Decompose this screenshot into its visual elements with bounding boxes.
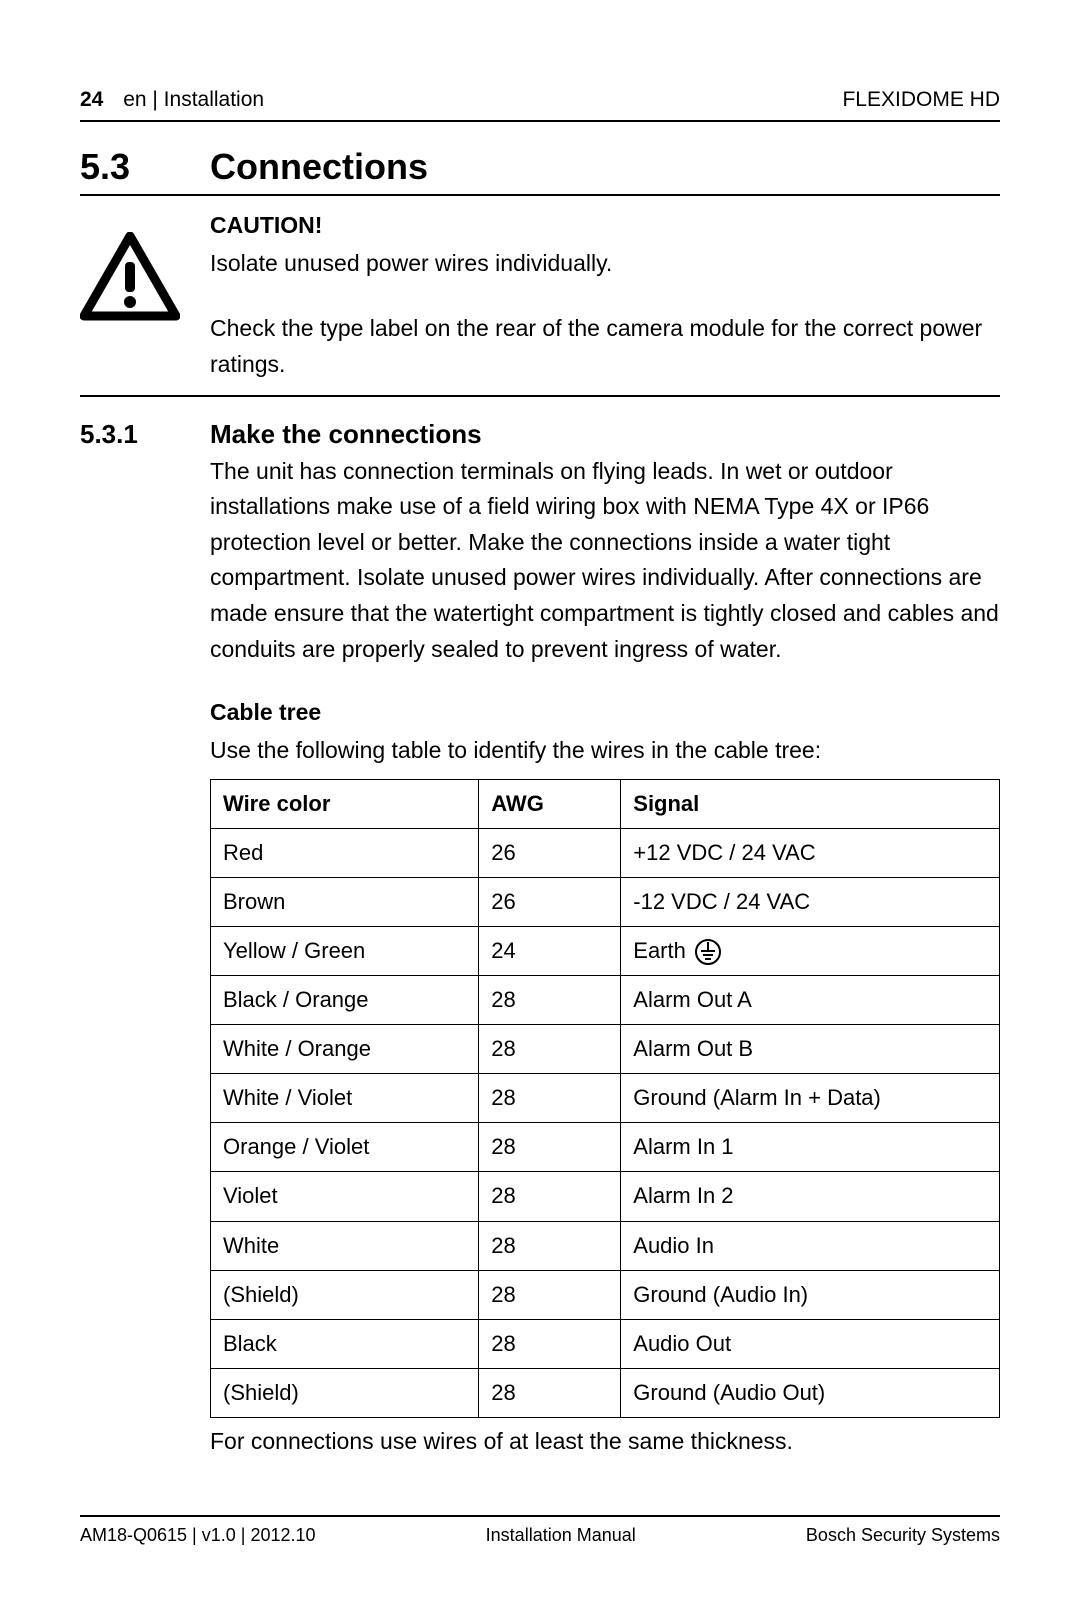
page-number: 24 [80,88,103,111]
col-header-wire-color: Wire color [211,779,479,828]
table-row: Orange / Violet28Alarm In 1 [211,1123,1000,1172]
cell-awg: 26 [479,828,621,877]
subsection-title: Make the connections [210,419,482,450]
page-header: 24 en | Installation FLEXIDOME HD [80,88,1000,122]
cell-signal: Alarm In 2 [621,1172,1000,1221]
cell-awg: 28 [479,1319,621,1368]
cell-wire-color: Brown [211,877,479,926]
cable-tree-label: Cable tree [210,695,1000,731]
caution-icon-col [80,208,210,383]
table-row: White / Violet28Ground (Alarm In + Data) [211,1074,1000,1123]
table-row: Violet28Alarm In 2 [211,1172,1000,1221]
table-row: Yellow / Green24 Earth [211,926,1000,975]
footer-left: AM18-Q0615 | v1.0 | 2012.10 [80,1525,316,1546]
table-row: White28Audio In [211,1221,1000,1270]
header-left: 24 en | Installation [80,88,264,112]
cell-wire-color: White / Violet [211,1074,479,1123]
cable-tree-intro: Use the following table to identify the … [210,733,1000,769]
table-row: Black / Orange28Alarm Out A [211,976,1000,1025]
cell-signal: Alarm In 1 [621,1123,1000,1172]
section-number: 5.3 [80,146,210,188]
cell-wire-color: Orange / Violet [211,1123,479,1172]
table-row: Red26+12 VDC / 24 VAC [211,828,1000,877]
cell-signal: Ground (Alarm In + Data) [621,1074,1000,1123]
caution-line1: Isolate unused power wires individually. [210,246,1000,282]
cell-wire-color: (Shield) [211,1270,479,1319]
product-name: FLEXIDOME HD [842,88,1000,112]
table-row: Brown26-12 VDC / 24 VAC [211,877,1000,926]
caution-line2: Check the type label on the rear of the … [210,311,1000,382]
cell-wire-color: Black [211,1319,479,1368]
cell-wire-color: (Shield) [211,1368,479,1417]
cell-wire-color: White / Orange [211,1025,479,1074]
cell-wire-color: Violet [211,1172,479,1221]
cell-signal: Earth [621,926,1000,975]
cell-wire-color: Yellow / Green [211,926,479,975]
cell-awg: 28 [479,1368,621,1417]
cell-awg: 28 [479,1074,621,1123]
subsection-number: 5.3.1 [80,419,210,450]
footer-right: Bosch Security Systems [806,1525,1000,1546]
cell-wire-color: White [211,1221,479,1270]
subsection-paragraph: The unit has connection terminals on fly… [210,454,1000,668]
cell-awg: 28 [479,1270,621,1319]
cell-signal: Ground (Audio In) [621,1270,1000,1319]
cell-awg: 28 [479,1221,621,1270]
footer-center: Installation Manual [486,1525,636,1546]
cell-signal: Alarm Out A [621,976,1000,1025]
breadcrumb: en | Installation [123,88,264,111]
table-header-row: Wire color AWG Signal [211,779,1000,828]
cell-awg: 24 [479,926,621,975]
cell-awg: 28 [479,1123,621,1172]
cell-signal: Ground (Audio Out) [621,1368,1000,1417]
cell-awg: 28 [479,1025,621,1074]
signal-text: Earth [633,934,686,968]
col-header-signal: Signal [621,779,1000,828]
table-note: For connections use wires of at least th… [210,1424,1000,1460]
table-row: Black28Audio Out [211,1319,1000,1368]
cell-signal: Audio In [621,1221,1000,1270]
cell-wire-color: Black / Orange [211,976,479,1025]
section-heading: 5.3 Connections [80,146,1000,196]
earth-icon [694,934,722,968]
caution-text: CAUTION! Isolate unused power wires indi… [210,208,1000,383]
wire-table: Wire color AWG Signal Red26+12 VDC / 24 … [210,779,1000,1418]
warning-icon [80,232,180,322]
cell-awg: 26 [479,877,621,926]
section-title: Connections [210,146,428,188]
cell-signal: -12 VDC / 24 VAC [621,877,1000,926]
caution-block: CAUTION! Isolate unused power wires indi… [80,208,1000,397]
table-row: White / Orange28Alarm Out B [211,1025,1000,1074]
caution-heading: CAUTION! [210,208,1000,244]
col-header-awg: AWG [479,779,621,828]
content-body: The unit has connection terminals on fly… [210,454,1000,1460]
table-row: (Shield)28Ground (Audio In) [211,1270,1000,1319]
table-row: (Shield)28Ground (Audio Out) [211,1368,1000,1417]
cell-awg: 28 [479,976,621,1025]
cell-signal: Alarm Out B [621,1025,1000,1074]
cell-wire-color: Red [211,828,479,877]
subsection-heading: 5.3.1 Make the connections [80,419,1000,450]
cell-awg: 28 [479,1172,621,1221]
cell-signal: +12 VDC / 24 VAC [621,828,1000,877]
page-footer: AM18-Q0615 | v1.0 | 2012.10 Installation… [80,1515,1000,1546]
cell-signal: Audio Out [621,1319,1000,1368]
